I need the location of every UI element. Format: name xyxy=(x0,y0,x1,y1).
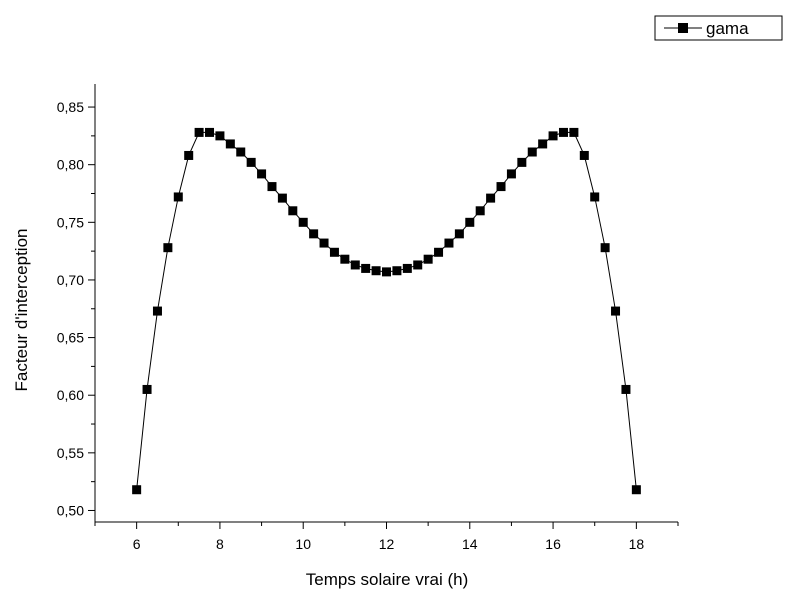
data-point xyxy=(454,229,464,239)
data-point xyxy=(631,485,641,495)
data-point xyxy=(434,247,444,257)
y-tick-label: 0,55 xyxy=(57,445,84,461)
data-point xyxy=(257,169,267,179)
data-point xyxy=(579,150,589,160)
data-point xyxy=(413,260,423,270)
data-point xyxy=(329,247,339,257)
y-tick-label: 0,50 xyxy=(57,502,84,518)
data-point xyxy=(382,267,391,277)
data-point xyxy=(205,127,215,137)
data-point xyxy=(465,217,475,227)
data-point xyxy=(194,127,204,137)
y-tick-label: 0,75 xyxy=(57,214,84,230)
data-point xyxy=(267,182,277,192)
data-point xyxy=(319,238,329,248)
data-point xyxy=(152,306,162,316)
data-point xyxy=(517,157,527,167)
data-point xyxy=(402,263,412,273)
data-point xyxy=(142,384,152,394)
x-tick-label: 8 xyxy=(216,536,224,552)
y-tick-label: 0,70 xyxy=(57,272,84,288)
x-tick-label: 10 xyxy=(295,536,311,552)
y-tick-label: 0,85 xyxy=(57,99,84,115)
series-layer xyxy=(132,127,641,495)
data-point xyxy=(277,193,287,203)
data-point xyxy=(350,260,360,270)
series-line xyxy=(136,131,637,490)
y-tick-label: 0,60 xyxy=(57,387,84,403)
data-point xyxy=(423,254,433,264)
data-point xyxy=(538,139,548,149)
data-point xyxy=(475,206,485,216)
data-point xyxy=(548,131,558,141)
data-point xyxy=(163,243,173,253)
x-tick-label: 16 xyxy=(545,536,561,552)
data-point xyxy=(215,131,225,141)
y-axis-title: Facteur d'interception xyxy=(12,229,31,392)
data-point xyxy=(621,384,631,394)
data-point xyxy=(496,182,506,192)
data-point xyxy=(392,266,402,276)
data-point xyxy=(309,229,319,239)
data-point xyxy=(173,192,183,202)
data-point xyxy=(298,217,308,227)
data-point xyxy=(236,147,246,157)
data-point xyxy=(506,169,516,179)
x-tick-label: 18 xyxy=(629,536,645,552)
y-tick-label: 0,65 xyxy=(57,330,84,346)
data-point xyxy=(361,263,371,273)
data-point xyxy=(132,485,142,495)
data-point xyxy=(600,243,610,253)
data-point xyxy=(288,206,298,216)
data-point xyxy=(246,157,256,167)
data-point xyxy=(371,266,381,276)
data-point xyxy=(590,192,600,202)
data-point xyxy=(444,238,454,248)
x-axis-title: Temps solaire vrai (h) xyxy=(306,570,469,589)
x-tick-label: 6 xyxy=(133,536,141,552)
legend: gama xyxy=(654,15,783,41)
data-point xyxy=(558,127,568,137)
data-point xyxy=(340,254,350,264)
data-point xyxy=(527,147,537,157)
axes: 6 8 10 12 14 16 18 0,50 0,55 0,60 0,65 0,70 0,75 0,80… xyxy=(57,84,679,552)
data-point xyxy=(611,306,621,316)
data-point xyxy=(225,139,235,149)
y-tick-label: 0,80 xyxy=(57,157,84,173)
legend-label: gama xyxy=(706,19,749,38)
data-point xyxy=(569,127,579,137)
data-point xyxy=(184,150,194,160)
legend-marker xyxy=(678,23,688,33)
x-tick-label: 14 xyxy=(462,536,478,552)
data-point xyxy=(486,193,496,203)
x-tick-label: 12 xyxy=(379,536,395,552)
